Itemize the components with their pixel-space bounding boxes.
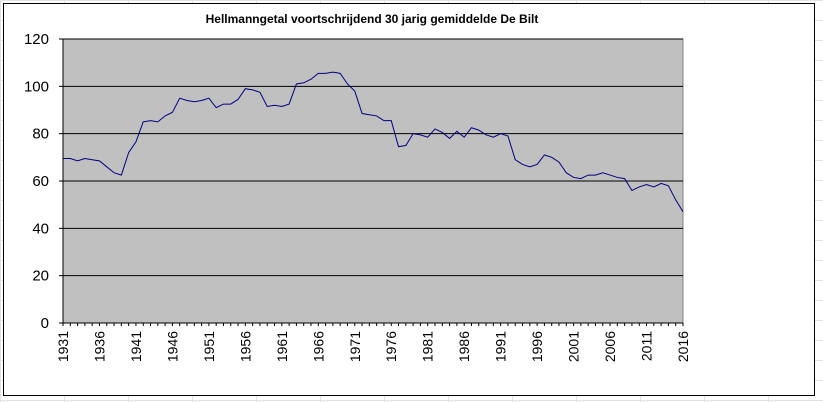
x-tick-label: 1991 [493, 331, 509, 362]
x-tick-label: 2001 [566, 331, 582, 362]
y-tick-label: 100 [24, 78, 49, 95]
y-tick-label: 20 [32, 268, 49, 285]
x-tick-label: 1951 [201, 331, 217, 362]
x-tick-label: 1986 [456, 331, 472, 362]
x-tick-label: 1976 [383, 331, 399, 362]
chart-title: Hellmanngetal voortschrijdend 30 jarig g… [206, 12, 539, 26]
x-tick-label: 1931 [55, 331, 71, 362]
x-tick-label: 1956 [237, 331, 253, 362]
x-tick-label: 1971 [347, 331, 363, 362]
gridlines [63, 38, 683, 277]
y-tick-label: 40 [32, 220, 49, 237]
x-tick-label: 1996 [529, 331, 545, 362]
x-tick-label: 1946 [164, 331, 180, 362]
x-tick-label: 1981 [420, 331, 436, 362]
x-axis-ticks: 1931 1936 1941 1946 1951 1956 1961 1966 1971 1976… [55, 323, 691, 362]
x-tick-label: 2016 [675, 331, 691, 362]
x-tick-label: 1966 [310, 331, 326, 362]
y-tick-label: 120 [24, 31, 49, 48]
y-tick-label: 60 [32, 173, 49, 190]
series-line [63, 71, 684, 213]
y-axis-ticks: 0 20 40 60 80 100 120 [24, 31, 63, 332]
y-tick-label: 0 [41, 315, 49, 332]
x-tick-label: 2011 [639, 331, 655, 361]
x-tick-label: 1961 [274, 331, 290, 362]
x-tick-label: 1936 [91, 331, 107, 362]
x-tick-label: 1941 [128, 331, 144, 362]
x-tick-label: 2006 [602, 331, 618, 362]
y-tick-label: 80 [32, 126, 49, 143]
